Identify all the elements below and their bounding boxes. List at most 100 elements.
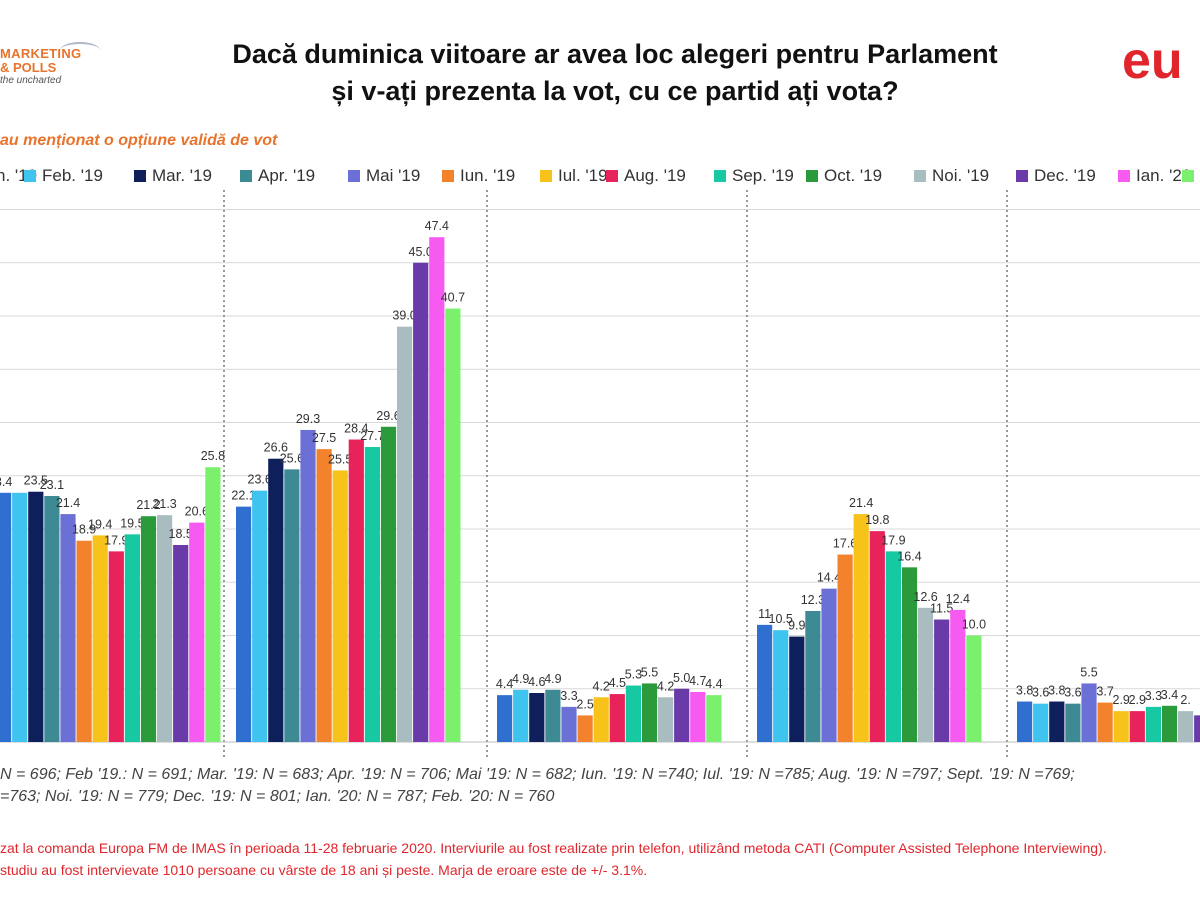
legend-label: Iun. '19 xyxy=(460,166,516,185)
data-label: 2.9 xyxy=(1129,693,1146,707)
bar xyxy=(76,540,92,742)
methodology-line-2: studiu au fost intervievate 1010 persoan… xyxy=(0,862,648,878)
bar xyxy=(445,308,461,742)
legend-swatch xyxy=(24,170,36,182)
legend-item: Feb. '19 xyxy=(24,164,103,188)
bar-chart: 3.4 23.523.1 21.4 18.919.4 17.9 19.5 21.221.3 1… xyxy=(0,190,1200,760)
legend-item: F xyxy=(1182,164,1200,188)
legend-label: Mar. '19 xyxy=(152,166,212,185)
legend-label: Iul. '19 xyxy=(558,166,608,185)
data-label: 5.5 xyxy=(1080,665,1097,679)
data-label: 19.4 xyxy=(88,517,112,531)
bar xyxy=(316,449,332,742)
data-label: 20.6 xyxy=(185,505,209,519)
bar xyxy=(853,514,869,742)
page-title: Dacă duminica viitoare ar avea loc alege… xyxy=(100,36,1130,110)
bar xyxy=(332,470,348,742)
data-label: 23.5 xyxy=(24,474,48,488)
bar xyxy=(429,237,445,742)
bar xyxy=(577,715,593,742)
legend-item: Mai '19 xyxy=(348,164,420,188)
category-label: UDMR xyxy=(583,759,637,760)
legend-swatch xyxy=(714,170,726,182)
legend-label: Mai '19 xyxy=(366,166,421,185)
data-label: 10.5 xyxy=(769,612,793,626)
data-label: 23.6 xyxy=(248,473,272,487)
data-label: 27.5 xyxy=(312,431,336,445)
data-label: 3.6 xyxy=(1064,686,1081,700)
data-label: 21.3 xyxy=(152,497,176,511)
data-label: 22.1 xyxy=(231,489,255,503)
data-label: 5.3 xyxy=(625,668,642,682)
data-label: 25.5 xyxy=(328,452,352,466)
bar xyxy=(821,588,837,742)
bar xyxy=(348,439,364,742)
legend-swatch xyxy=(806,170,818,182)
data-label: 5.0 xyxy=(673,671,690,685)
data-label: 3.3 xyxy=(560,689,577,703)
data-label: 21.4 xyxy=(849,496,873,510)
data-label: 17.9 xyxy=(104,533,128,547)
data-label: 3.4 xyxy=(0,475,12,489)
data-label: 3.3 xyxy=(1145,689,1162,703)
bar xyxy=(12,492,28,742)
bar xyxy=(1097,702,1113,742)
bar xyxy=(641,683,658,742)
category-label: PSD xyxy=(90,759,127,760)
data-label: 11.5 xyxy=(930,602,953,616)
data-label: 10.0 xyxy=(962,618,986,632)
data-label: 47.4 xyxy=(425,219,449,233)
logo-text: eu xyxy=(1122,32,1183,90)
title-line-1: Dacă duminica viitoare ar avea loc alege… xyxy=(232,39,998,69)
legend-swatch xyxy=(1016,170,1028,182)
bar xyxy=(497,695,513,742)
data-label: 3.7 xyxy=(1096,685,1113,699)
data-label: 4.7 xyxy=(689,674,706,688)
legend-label: Ian. '20 xyxy=(1136,166,1192,185)
bar xyxy=(189,522,205,742)
legend-item: Apr. '19 xyxy=(240,164,315,188)
data-label: 4.9 xyxy=(512,672,529,686)
bar xyxy=(268,458,284,742)
legend-swatch xyxy=(348,170,360,182)
bar xyxy=(284,469,300,742)
data-label: 4.6 xyxy=(528,675,545,689)
legend-label: Aug. '19 xyxy=(624,166,686,185)
legend-swatch xyxy=(540,170,552,182)
bar xyxy=(658,697,674,742)
bar xyxy=(0,492,12,742)
data-label: 29.6 xyxy=(376,409,400,423)
logo-line-2: & POLLS xyxy=(0,60,57,75)
data-label: 3.4 xyxy=(1161,688,1178,702)
bar xyxy=(1194,715,1200,742)
data-label: 12.6 xyxy=(913,590,937,604)
data-label: 2.9 xyxy=(1113,693,1130,707)
data-label: 3.8 xyxy=(1016,684,1033,698)
europa-fm-logo: eu xyxy=(1122,32,1183,90)
data-label: 28.4 xyxy=(344,422,368,436)
bar xyxy=(837,554,853,742)
data-label: 23.1 xyxy=(40,478,64,492)
bar xyxy=(950,609,966,742)
bar xyxy=(918,607,934,742)
bar xyxy=(108,551,124,742)
legend-label: Oct. '19 xyxy=(824,166,883,185)
legend-swatch xyxy=(914,170,926,182)
data-label: 21.2 xyxy=(136,498,160,512)
data-label: 45.0 xyxy=(409,245,433,259)
legend-item: Dec. '19 xyxy=(1016,164,1096,188)
bar xyxy=(885,551,901,742)
legend-item: Mar. '19 xyxy=(134,164,212,188)
legend-swatch xyxy=(1182,170,1194,182)
data-label: 4.5 xyxy=(609,676,626,690)
bar xyxy=(1161,705,1178,742)
legend-swatch xyxy=(134,170,146,182)
bar xyxy=(28,491,44,742)
data-label: 40.7 xyxy=(441,291,465,305)
bar xyxy=(124,534,140,742)
title-line-2: și v-ați prezenta la vot, cu ce partid a… xyxy=(331,76,899,106)
logo-tagline: the uncharted xyxy=(0,75,62,86)
data-label: 26.6 xyxy=(264,441,288,455)
data-label: 18.5 xyxy=(169,527,193,541)
data-label: 12.4 xyxy=(946,592,970,606)
